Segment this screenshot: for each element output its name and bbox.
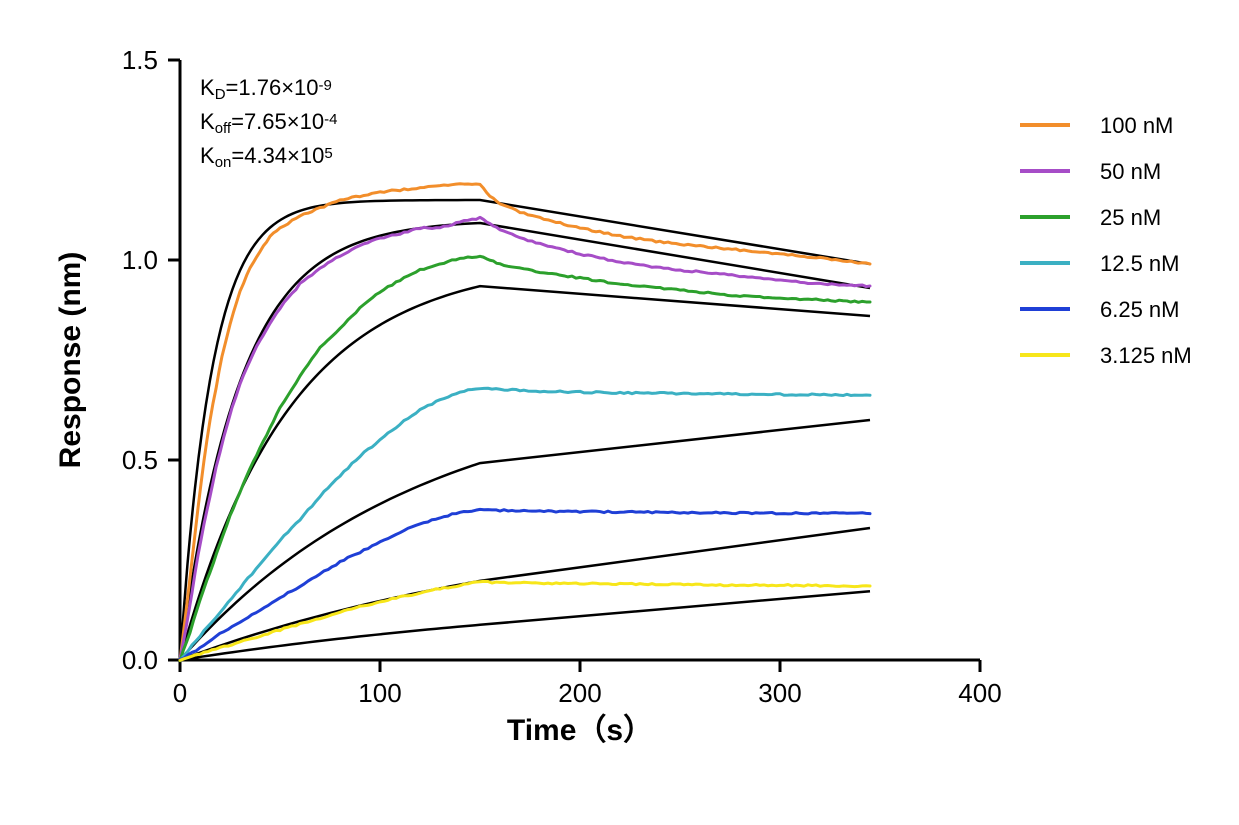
annotation-line: Kon=4.34×105 bbox=[200, 143, 333, 171]
legend: 100 nM 50 nM 25 nM 12.5 nM 6.25 nM 3.125 nM bbox=[1020, 113, 1192, 368]
y-tick-label: 1.0 bbox=[122, 245, 158, 275]
data-curve bbox=[180, 184, 870, 661]
x-axis-title: Time（s） bbox=[507, 713, 653, 747]
legend-label: 50 nM bbox=[1100, 159, 1161, 184]
x-tick-label: 400 bbox=[958, 678, 1001, 708]
y-tick-label: 0.0 bbox=[122, 645, 158, 675]
chart-svg: 0 100 200 300 400 0.0 0.5 1.0 1.5 Time（s） Response… bbox=[0, 0, 1239, 825]
data-curves bbox=[180, 184, 870, 661]
y-tick-label: 1.5 bbox=[122, 45, 158, 75]
fit-curve bbox=[180, 528, 870, 660]
annotation-line: Koff=7.65×10-4 bbox=[200, 109, 337, 137]
legend-label: 12.5 nM bbox=[1100, 251, 1180, 276]
x-tick-label: 0 bbox=[173, 678, 187, 708]
fit-curve bbox=[180, 420, 870, 660]
data-curve bbox=[180, 217, 870, 659]
legend-label: 100 nM bbox=[1100, 113, 1173, 138]
y-axis-title: Response (nm) bbox=[54, 252, 87, 469]
kinetics-annotations: KD=1.76×10-9 Koff=7.65×10-4 Kon=4.34×105 bbox=[200, 75, 337, 171]
legend-label: 25 nM bbox=[1100, 205, 1161, 230]
x-tick-label: 300 bbox=[758, 678, 801, 708]
legend-label: 3.125 nM bbox=[1100, 343, 1192, 368]
fit-curve bbox=[180, 286, 870, 660]
annotation-line: KD=1.76×10-9 bbox=[200, 75, 332, 103]
binding-kinetics-chart: { "chart": { "type": "line", "width": 12… bbox=[0, 0, 1239, 825]
legend-label: 6.25 nM bbox=[1100, 297, 1180, 322]
x-tick-label: 200 bbox=[558, 678, 601, 708]
y-tick-label: 0.5 bbox=[122, 445, 158, 475]
data-curve bbox=[180, 388, 870, 660]
x-tick-label: 100 bbox=[358, 678, 401, 708]
